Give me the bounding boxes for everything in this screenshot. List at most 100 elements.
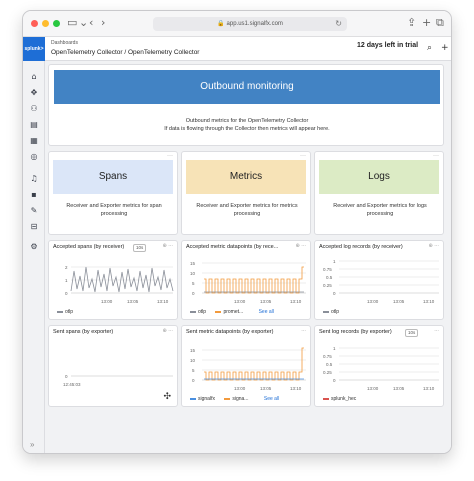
legend-item[interactable]: otlp — [190, 309, 206, 315]
chart-title: Accepted log records (by receiver) — [319, 244, 403, 250]
chart-accepted-metric-datapoints[interactable]: Accepted metric datapoints (by rece... ⊕… — [181, 240, 311, 320]
share-icon[interactable]: ⇪ — [407, 16, 417, 29]
reload-icon[interactable]: ↻ — [335, 19, 342, 28]
breadcrumb-dashboards[interactable]: Dashboards — [51, 40, 78, 46]
splunk-logo[interactable]: splunk> — [23, 37, 45, 61]
chart-tools-icon[interactable]: ⊕ ··· — [295, 243, 306, 249]
chart-legend: otlp promet... See all — [190, 309, 274, 315]
minimize-window-button[interactable] — [42, 20, 49, 27]
y-tick: 2 — [65, 265, 68, 270]
chart-title: Sent log records (by exporter) — [319, 329, 392, 335]
legend-item[interactable]: splunk_hec — [323, 396, 356, 402]
y-tick: 15 — [190, 261, 196, 266]
new-tab-icon[interactable]: + — [422, 16, 432, 29]
chart-legend: otlp — [323, 309, 347, 315]
tile-description: Receiver and Exporter metrics for logs p… — [333, 203, 427, 217]
legend-item[interactable]: signa... — [224, 396, 248, 402]
home-icon[interactable]: ⌂ — [31, 72, 37, 81]
tile-title: Spans — [53, 160, 173, 194]
outbound-monitoring-panel: Outbound monitoring Outbound metrics for… — [48, 64, 444, 146]
chart-sent-metric-datapoints[interactable]: Sent metric datapoints (by exporter) ···… — [181, 325, 311, 407]
browser-toolbar: ▭ ⌄ ‹ › 🔒 app.us1.signalfx.com ↻ ⇪ + ⧉ — [23, 11, 451, 37]
alerts-icon[interactable]: ♫ — [30, 174, 38, 183]
tile-title: Logs — [319, 160, 439, 194]
y-tick: 0.25 — [323, 370, 332, 375]
banner-title: Outbound monitoring — [54, 70, 440, 104]
y-tick: 0 — [192, 291, 195, 296]
legend-item[interactable]: promet... — [215, 309, 243, 315]
search-icon[interactable]: ⌕ — [427, 43, 433, 53]
more-options-icon[interactable]: ··· — [167, 153, 173, 159]
y-tick: 10 — [190, 271, 196, 276]
see-all-link[interactable]: See all — [263, 396, 280, 402]
y-tick: 1 — [333, 259, 336, 264]
infrastructure-icon[interactable]: ⚇ — [30, 104, 38, 113]
x-tick: 13:00 — [101, 299, 113, 304]
legend-item[interactable]: signalfx — [190, 396, 215, 402]
see-all-link[interactable]: See all — [258, 309, 274, 315]
trial-status[interactable]: 12 days left in trial — [357, 42, 419, 49]
x-tick: 12:45:03 — [63, 382, 81, 387]
close-window-button[interactable] — [31, 20, 38, 27]
data-icon[interactable]: ⊟ — [30, 222, 38, 231]
spans-tile: ··· Spans Receiver and Exporter metrics … — [48, 151, 178, 235]
x-tick: 13:10 — [290, 299, 302, 304]
y-tick: 5 — [192, 281, 195, 286]
chart-tools-icon[interactable]: ⊕ ··· — [162, 328, 173, 334]
y-tick: 0.25 — [323, 283, 332, 288]
chart-tools-icon[interactable]: ··· — [301, 328, 306, 334]
more-options-icon[interactable]: ··· — [300, 153, 306, 159]
address-bar[interactable]: 🔒 app.us1.signalfx.com ↻ — [153, 17, 347, 31]
apm-icon[interactable]: ✥ — [30, 88, 38, 97]
breadcrumb[interactable]: OpenTelemetry Collector / OpenTelemetry … — [51, 49, 200, 56]
banner-line-1: Outbound metrics for the OpenTelemetry C… — [185, 118, 309, 124]
chart-sent-spans[interactable]: Sent spans (by exporter) ⊕ ··· 0 12:45:0… — [48, 325, 178, 407]
more-options-icon[interactable]: ··· — [433, 153, 439, 159]
x-tick: 13:10 — [423, 299, 435, 304]
apps-icon[interactable]: ▪ — [31, 190, 37, 199]
x-tick: 13:00 — [367, 386, 379, 391]
chart-sent-log-records[interactable]: Sent log records (by exporter) 10s ··· 1… — [314, 325, 444, 407]
y-tick: 0.5 — [326, 362, 333, 367]
chevron-down-icon[interactable]: ⌄ — [79, 16, 89, 29]
y-tick: 0.75 — [323, 354, 332, 359]
sidebar-toggle-icon[interactable]: ▭ — [67, 16, 78, 29]
chart-title: Accepted spans (by receiver) — [53, 244, 125, 250]
chart-tools-icon[interactable]: ⊕ ··· — [162, 243, 173, 249]
dashboards-icon[interactable]: ▦ — [30, 136, 38, 145]
logs-icon[interactable]: ▤ — [30, 120, 38, 129]
y-tick: 1 — [333, 346, 336, 351]
legend-item[interactable]: otlp — [323, 309, 339, 315]
x-tick: 13:05 — [393, 299, 405, 304]
chart-tools-icon[interactable]: ⊕ ··· — [428, 243, 439, 249]
y-tick: 0.75 — [323, 267, 332, 272]
chart-accepted-spans[interactable]: Accepted spans (by receiver) 10s ⊕ ··· 2… — [48, 240, 178, 320]
x-tick: 13:00 — [234, 299, 246, 304]
x-tick: 13:10 — [290, 386, 302, 391]
y-tick: 0 — [65, 374, 68, 379]
chart-title: Accepted metric datapoints (by rece... — [186, 244, 279, 250]
y-tick: 5 — [192, 368, 195, 373]
chart-accepted-log-records[interactable]: Accepted log records (by receiver) ⊕ ···… — [314, 240, 444, 320]
tab-overview-icon[interactable]: ⧉ — [436, 16, 444, 29]
x-tick: 13:05 — [260, 386, 272, 391]
x-tick: 13:05 — [127, 299, 139, 304]
y-tick: 0 — [192, 378, 195, 383]
forward-arrow-icon[interactable]: › — [101, 16, 106, 29]
back-arrow-icon[interactable]: ‹ — [89, 16, 94, 29]
url-text: app.us1.signalfx.com — [226, 21, 283, 27]
y-tick: 0 — [333, 291, 336, 296]
notifications-icon[interactable]: ⚙ — [30, 242, 38, 251]
zoom-window-button[interactable] — [53, 20, 60, 27]
add-icon[interactable]: + — [441, 43, 449, 53]
expand-sidebar-icon[interactable]: » — [30, 440, 35, 449]
legend-item[interactable]: otlp — [57, 309, 73, 315]
tile-description: Receiver and Exporter metrics for span p… — [66, 203, 162, 217]
tile-title: Metrics — [186, 160, 306, 194]
synthetics-icon[interactable]: ◎ — [30, 152, 38, 161]
y-tick: 10 — [190, 358, 196, 363]
x-tick: 13:05 — [393, 386, 405, 391]
settings-icon[interactable]: ✎ — [30, 206, 38, 215]
metrics-tile: ··· Metrics Receiver and Exporter metric… — [181, 151, 311, 235]
chart-tools-icon[interactable]: ··· — [434, 328, 439, 334]
